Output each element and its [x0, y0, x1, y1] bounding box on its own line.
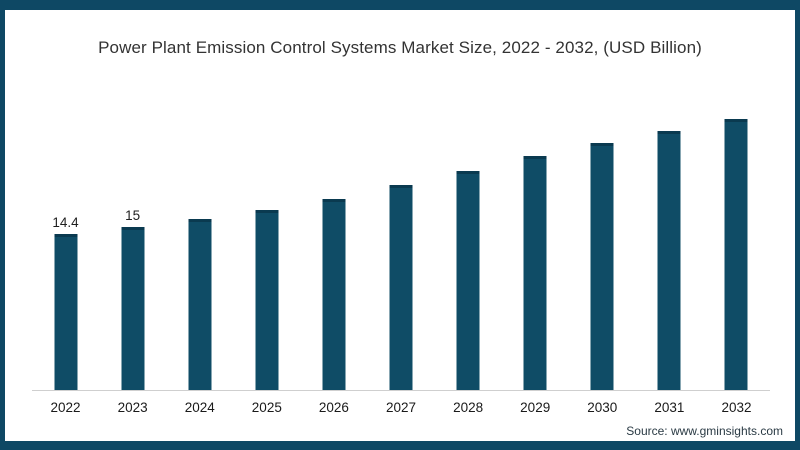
bar-column-2030 — [569, 108, 636, 390]
x-tick-label-2030: 2030 — [587, 400, 618, 415]
bar-2023 — [121, 227, 145, 390]
bar-column-2031 — [636, 108, 703, 390]
bar-2030 — [590, 142, 614, 390]
bar-2025 — [255, 209, 279, 390]
source-note: Source: www.gminsights.com — [626, 424, 783, 438]
bar-2024 — [188, 218, 212, 390]
bar-column-2023: 15 — [99, 108, 166, 390]
bar-column-2026 — [300, 108, 367, 390]
bar-column-2025 — [233, 108, 300, 390]
bar-value-label-2022: 14.4 — [52, 214, 79, 230]
bar-2028 — [456, 170, 480, 390]
bar-2032 — [724, 118, 748, 390]
bar-2026 — [322, 199, 346, 390]
bar-column-2029 — [502, 108, 569, 390]
bar-column-2022: 14.4 — [32, 108, 99, 390]
bar-column-2024 — [166, 108, 233, 390]
x-tick-label-2026: 2026 — [318, 400, 349, 415]
x-tick-label-2027: 2027 — [385, 400, 417, 415]
x-tick-label-2028: 2028 — [453, 400, 484, 415]
bar-column-2028 — [435, 108, 502, 390]
bar-2027 — [389, 185, 413, 390]
x-tick-label-2023: 2023 — [117, 400, 148, 415]
x-tick-label-2025: 2025 — [251, 400, 282, 415]
bar-2031 — [657, 130, 681, 390]
x-axis-labels: 2022 2023 2024 2025 2026 2027 2028 2029 2030 2031… — [32, 400, 770, 415]
x-axis-line — [32, 390, 770, 391]
bar-value-label-2023: 15 — [125, 208, 141, 224]
bar-column-2032 — [703, 108, 770, 390]
x-tick-label-2032: 2032 — [721, 400, 752, 415]
bar-2029 — [523, 155, 547, 390]
x-tick-label-2029: 2029 — [520, 400, 551, 415]
bar-column-2027 — [367, 108, 434, 390]
plot-area: 14.4 15 — [32, 108, 770, 390]
bar-2022 — [54, 233, 78, 390]
x-tick-label-2022: 2022 — [50, 400, 81, 415]
chart-title: Power Plant Emission Control Systems Mar… — [98, 38, 702, 57]
x-tick-label-2024: 2024 — [184, 400, 215, 415]
x-tick-label-2031: 2031 — [654, 400, 685, 415]
